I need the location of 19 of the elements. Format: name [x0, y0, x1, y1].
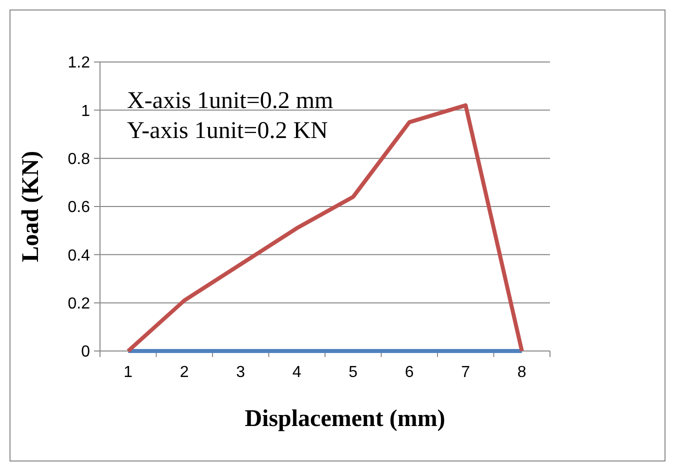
x-tick-label: 2	[180, 364, 189, 381]
x-tick-label: 8	[517, 364, 526, 381]
annotation: Y-axis 1unit=0.2 KN	[127, 118, 328, 144]
y-tick-label: 0.8	[68, 150, 90, 168]
y-tick-label: 0.2	[68, 295, 90, 312]
x-tick-label: 6	[404, 364, 414, 381]
y-tick-label: 0.6	[68, 199, 90, 216]
x-tick-label: 4	[292, 364, 302, 381]
y-tick-label: 1.2	[68, 54, 90, 72]
y-tick-label: 1	[81, 102, 90, 120]
x-tick-label: 5	[348, 364, 358, 381]
y-tick-label: 0	[81, 344, 90, 361]
y-tick-label: 0.4	[68, 247, 90, 264]
y-axis-title: Load (KN)	[18, 150, 44, 262]
x-axis-title: Displacement (mm)	[244, 406, 446, 432]
x-tick-label: 7	[461, 364, 470, 381]
x-tick-label: 1	[124, 364, 133, 381]
annotation: X-axis 1unit=0.2 mm	[127, 88, 334, 114]
x-tick-label: 3	[236, 364, 246, 381]
